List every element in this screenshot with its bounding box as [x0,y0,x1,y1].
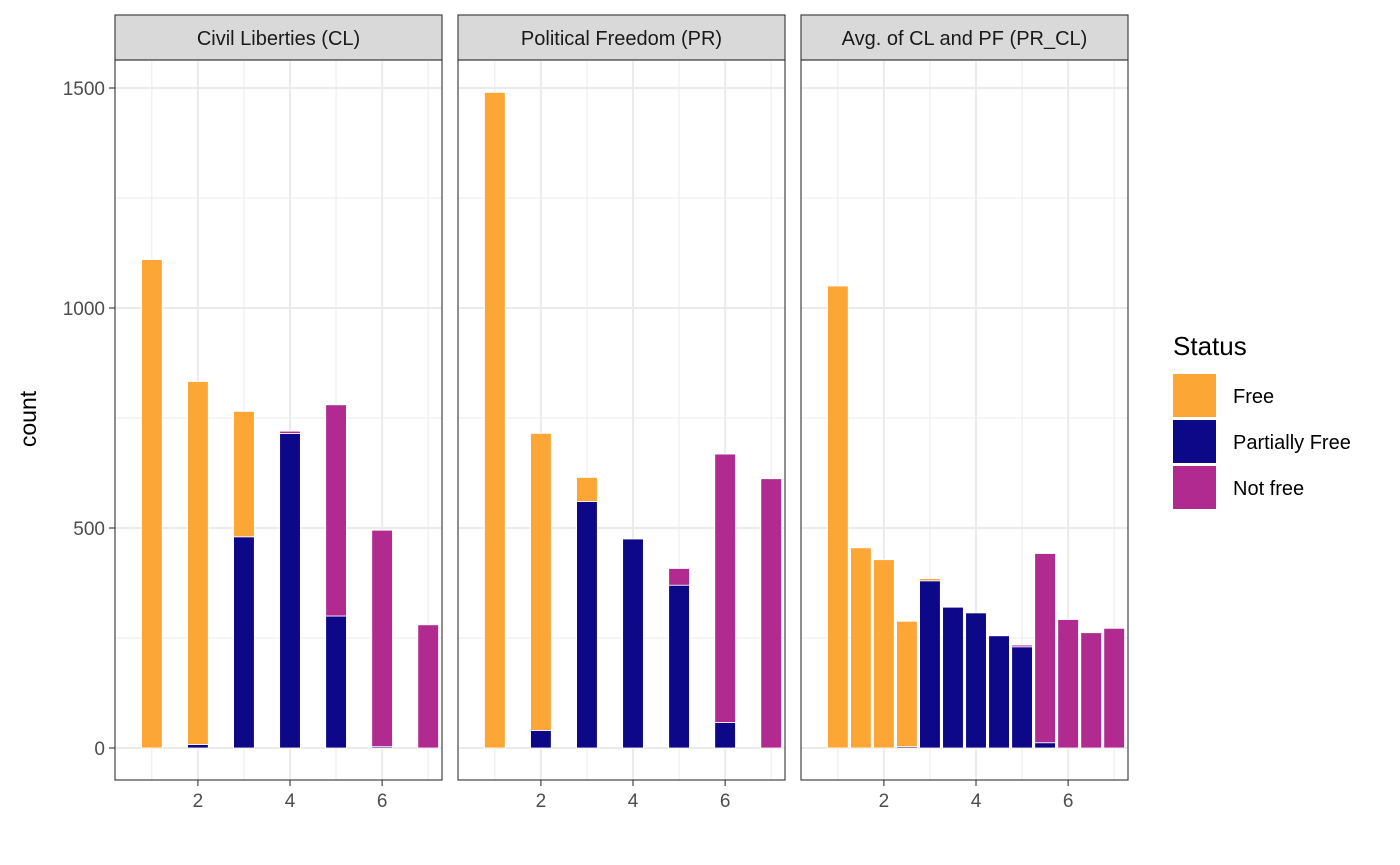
bar-segment-partial [187,744,209,749]
bar-segment-notfree [279,430,301,434]
legend-title: Status [1173,331,1247,361]
x-tick-label: 6 [377,791,388,812]
x-tick-label: 4 [285,791,296,812]
legend-swatch [1173,466,1216,509]
bar-segment-free [530,432,552,731]
bar-segment-free [576,476,598,502]
bar-segment-partial [530,730,552,749]
bar-segment-notfree [1034,553,1056,744]
bar-segment-free [850,547,872,749]
panel-strip [114,14,443,61]
y-tick-label: 1500 [63,79,105,100]
panel-1: Civil Liberties (CL) 2 4 6 0 500 1000 1500 [63,14,443,812]
x-tick-label: 4 [971,791,982,812]
legend-swatch [1173,374,1216,417]
bar-segment-partial [325,615,347,749]
bar-segment-partial [279,432,301,749]
x-tick-label: 6 [720,791,731,812]
panel-border [114,59,443,781]
bar-segment-notfree [1057,619,1079,749]
bar-segment-notfree [325,404,347,617]
bar-segment-partial [714,722,736,749]
x-tick-label: 2 [879,791,890,812]
bar-segment-partial [668,584,690,749]
bar-segment-notfree [1103,627,1125,749]
bar-segment-partial [233,536,255,749]
bar-segment-partial [1034,742,1056,749]
legend-label: Not free [1233,478,1304,500]
bar-segment-partial [942,606,964,749]
x-tick-label: 2 [193,791,204,812]
bar-segment-free [827,285,849,749]
y-tick-label: 0 [94,739,105,760]
panel-border [457,59,786,781]
bar-segment-notfree [371,529,393,748]
bar-segment-notfree [1080,632,1102,749]
bar-segment-free [896,620,918,748]
bar-segment-free [187,381,209,745]
bar-segment-notfree [417,624,439,749]
panel-title: Political Freedom (PR) [521,28,722,50]
bar-segment-partial [1011,646,1033,749]
bar-segment-free [873,559,895,749]
panel-title: Avg. of CL and PF (PR_CL) [842,28,1088,50]
bar-segment-free [919,578,941,582]
panel-3: Avg. of CL and PF (PR_CL) 2 4 6 [800,14,1129,812]
x-tick-label: 6 [1063,791,1074,812]
bar-segment-partial [988,635,1010,749]
x-tick-label: 2 [536,791,547,812]
bar-segment-notfree [668,568,690,586]
legend-swatch [1173,420,1216,463]
panel-strip [457,14,786,61]
bar-segment-free [141,259,163,749]
bar-segment-partial [919,580,941,749]
legend: Status Free Partially Free Not free [1173,331,1351,509]
bar-segment-partial [622,538,644,749]
bar-segment-notfree [1011,644,1033,648]
panel-2: Political Freedom (PR) 2 4 6 [457,14,786,812]
bar-segment-partial [576,501,598,749]
bar-segment-notfree [760,478,782,749]
panel-title: Civil Liberties (CL) [197,28,360,50]
panel-strip [800,14,1129,61]
legend-label: Partially Free [1233,432,1351,454]
y-tick-label: 1000 [63,299,105,320]
bar-segment-notfree [714,453,736,723]
legend-label: Free [1233,386,1274,408]
x-tick-label: 4 [628,791,639,812]
y-tick-label: 500 [73,519,105,540]
panel-border [800,59,1129,781]
y-axis-title: count [15,390,41,447]
bar-segment-free [484,92,506,749]
bar-segment-partial [965,612,987,749]
bar-segment-free [233,410,255,538]
